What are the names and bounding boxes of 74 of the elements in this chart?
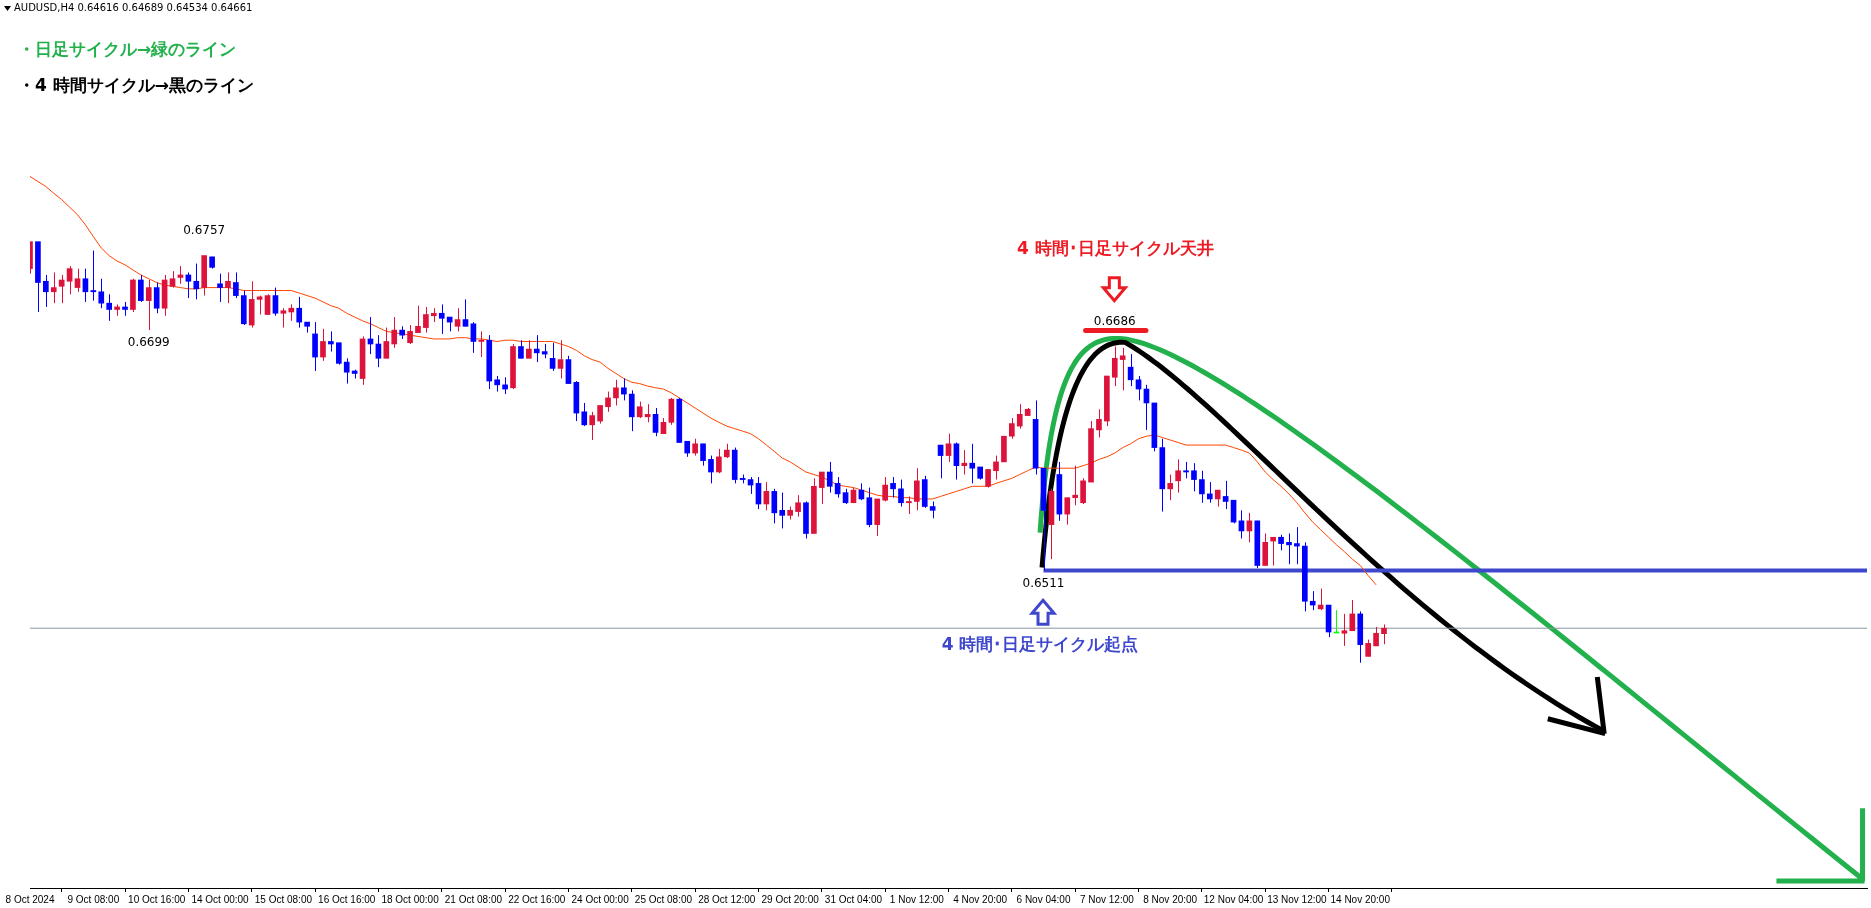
x-tick-label: 10 Oct 16:00 [128, 893, 186, 905]
candlestick [526, 339, 532, 359]
candlestick [438, 303, 445, 335]
x-tick-label: 8 Nov 20:00 [1143, 893, 1198, 905]
candlestick [58, 274, 65, 304]
candlestick [494, 375, 500, 393]
candlestick [906, 495, 912, 515]
candlestick [1119, 347, 1126, 391]
candlestick [1009, 417, 1015, 440]
x-tick-label: 28 Oct 12:00 [698, 893, 756, 905]
candlestick [423, 306, 429, 334]
x-tick-label: 6 Nov 04:00 [1016, 893, 1071, 905]
x-tick-label: 14 Oct 00:00 [191, 893, 250, 905]
x-tick-label: 21 Oct 08:00 [444, 893, 503, 905]
candlestick [1175, 458, 1181, 494]
x-tick-label: 9 Oct 08:00 [67, 893, 120, 905]
candlestick [225, 271, 231, 304]
annotation: 4 時間･日足サイクル天井 [1016, 236, 1214, 260]
candlestick [35, 241, 41, 313]
annotation: 0.6757 [183, 222, 226, 237]
candlestick [779, 492, 786, 529]
candlestick [921, 475, 928, 509]
candlestick [636, 401, 643, 419]
candlestick [383, 327, 390, 359]
candlestick [613, 379, 619, 406]
candlestick [518, 339, 524, 359]
candlestick [201, 255, 208, 297]
x-tick-label: 29 Oct 20:00 [761, 893, 820, 905]
x-tick-label: 25 Oct 08:00 [634, 893, 693, 905]
candlestick [106, 293, 113, 322]
candlestick [700, 443, 706, 467]
x-tick-label: 4 Nov 20:00 [953, 893, 1008, 905]
candlestick [866, 487, 873, 528]
candlestick [1365, 639, 1371, 657]
candlestick [985, 468, 991, 489]
x-tick-label: 7 Nov 12:00 [1079, 893, 1135, 905]
x-tick-label: 18 Oct 00:00 [381, 893, 440, 905]
x-tick-label: 22 Oct 16:00 [508, 893, 566, 905]
x-tick-label: 31 Oct 04:00 [824, 893, 883, 905]
x-tick-label: 1 Nov 12:00 [889, 893, 945, 905]
candlestick [343, 357, 350, 385]
x-tick-label: 12 Nov 04:00 [1203, 893, 1264, 905]
text: ・日足サイクル→緑のライン [18, 37, 237, 61]
candlestick [335, 342, 342, 366]
annotation: 0.6511 [1022, 575, 1065, 590]
x-tick-label: 15 Oct 08:00 [254, 893, 313, 905]
candlestick [217, 273, 223, 303]
candlestick [1024, 407, 1031, 417]
candlestick [1001, 435, 1007, 463]
annotation: 0.6699 [127, 335, 170, 350]
chart-title: AUDUSD,H4 0.64616 0.64689 0.64534 0.64661 [14, 2, 253, 13]
candlestick [969, 443, 976, 484]
x-tick-label: 13 Nov 12:00 [1267, 893, 1328, 905]
x-tick-label: 24 Oct 00:00 [571, 893, 630, 905]
x-tick-label: 14 Nov 20:00 [1330, 893, 1391, 905]
candlestick [145, 279, 152, 331]
candlestick [803, 500, 809, 540]
candlestick [581, 402, 588, 427]
candlestick [153, 282, 160, 314]
x-tick-label: 16 Oct 16:00 [318, 893, 376, 905]
candlestick [1262, 532, 1269, 566]
candlestick [1183, 461, 1189, 479]
candlestick [795, 494, 801, 518]
text: ・4 時間サイクル→黒のライン [18, 73, 254, 97]
candlestick [787, 506, 793, 521]
candlestick [1278, 534, 1284, 551]
x-tick-label: 8 Oct 2024 [5, 893, 55, 905]
candlestick [621, 378, 627, 401]
annotation: 4 時間･日足サイクル起点 [941, 633, 1139, 657]
candlestick [233, 271, 239, 299]
annotation: 0.6686 [1093, 313, 1136, 328]
candlestick [1191, 462, 1197, 492]
candlestick [415, 305, 421, 334]
candlestick [1111, 346, 1118, 387]
